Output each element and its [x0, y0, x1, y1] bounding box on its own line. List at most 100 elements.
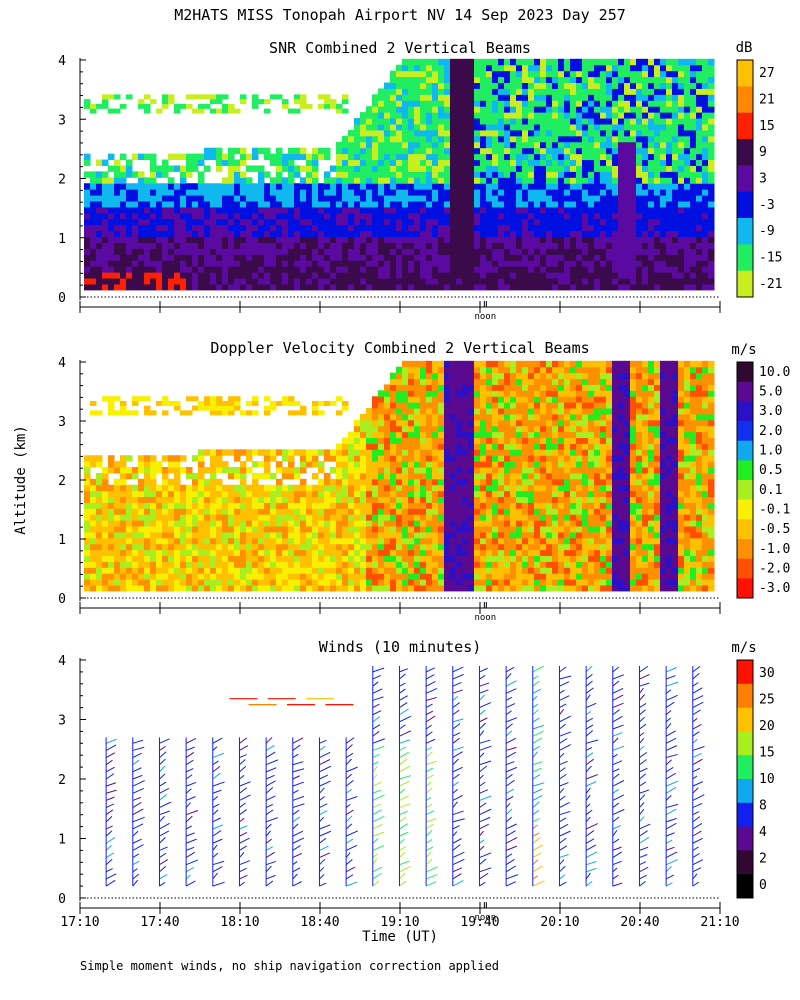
winds-panel-title: Winds (10 minutes) [319, 638, 482, 656]
colorbar-swatch [737, 60, 753, 87]
colorbar-swatch [737, 139, 753, 166]
colorbar-swatch [737, 165, 753, 193]
colorbar-swatch [737, 112, 753, 140]
colorbar-label: 3 [759, 172, 767, 187]
x-axis-label: Time (UT) [362, 929, 438, 945]
colorbar-label: -2.0 [759, 562, 790, 577]
colorbar-swatch [737, 381, 753, 402]
snr-plot-area [84, 58, 715, 291]
x-tick-label: 21:10 [700, 915, 739, 930]
colorbar-swatch [737, 874, 753, 899]
colorbar-swatch [737, 362, 753, 383]
y-tick-label: 0 [58, 592, 66, 607]
colorbar-frame [736, 659, 754, 899]
noon-label: noon [474, 312, 496, 322]
colorbar-swatch [737, 519, 753, 540]
colorbar-label: -0.1 [759, 503, 790, 518]
snr-panel-title: SNR Combined 2 Vertical Beams [269, 39, 531, 57]
colorbar-label: 27 [759, 66, 775, 81]
colorbar-label: 0.5 [759, 463, 782, 478]
colorbar-swatch [737, 460, 753, 481]
colorbar-swatch [737, 191, 753, 219]
colorbar-swatch [737, 660, 753, 685]
colorbar-label: 5.0 [759, 385, 782, 400]
y-tick-label: 3 [58, 415, 66, 430]
x-tick-label: 18:40 [300, 915, 339, 930]
y-tick-label: 2 [58, 773, 66, 788]
colorbar-swatch [737, 539, 753, 560]
colorbar-swatch [737, 86, 753, 114]
colorbar-label: -3 [759, 198, 775, 213]
colorbar-swatch [737, 558, 753, 579]
y-tick-label: 1 [58, 833, 66, 848]
noon-label: noon [474, 613, 496, 623]
colorbar-label: 3.0 [759, 404, 782, 419]
colorbar-swatch [737, 270, 753, 298]
x-tick-label: 17:40 [140, 915, 179, 930]
snr-y-axis: 0 1 2 3 4 [58, 54, 86, 306]
colorbar-swatch [737, 440, 753, 461]
snr-x-axis: noon [79, 296, 721, 322]
x-tick-label: 20:10 [540, 915, 579, 930]
y-tick-label: 4 [58, 654, 66, 669]
colorbar-swatch [737, 731, 753, 756]
y-tick-label: 1 [58, 232, 66, 247]
colorbar-swatch [737, 683, 753, 709]
colorbar-label: 15 [759, 119, 775, 134]
y-tick-label: 3 [58, 113, 66, 128]
colorbar-label: 8 [759, 798, 767, 813]
winds-panel: Winds (10 minutes) 0 1 2 3 4 noon 17:10 17:40 1… [58, 638, 774, 930]
x-tick-label: 17:10 [60, 915, 99, 930]
doppler-colorbar: 10.0 5.0 3.0 2.0 1.0 0.5 0.1 -0.1 -0.5 -1.0 -2.0 -3… [736, 361, 790, 599]
y-tick-label: 4 [58, 356, 66, 371]
snr-panel: SNR Combined 2 Vertical Beams 0 1 2 3 4 noon… [58, 39, 782, 322]
y-tick-label: 2 [58, 474, 66, 489]
noon-label: noon [474, 913, 496, 923]
winds-plot-area [105, 665, 705, 887]
colorbar-swatch [737, 499, 753, 520]
winds-unit-label: m/s [731, 640, 756, 656]
doppler-y-axis: 0 1 2 3 4 [58, 356, 86, 607]
x-tick-label: 20:40 [620, 915, 659, 930]
colorbar-frame [736, 59, 754, 298]
doppler-panel-title: Doppler Velocity Combined 2 Vertical Bea… [210, 339, 589, 357]
colorbar-swatch [737, 480, 753, 501]
y-tick-label: 3 [58, 714, 66, 729]
doppler-x-axis: noon [79, 597, 721, 623]
winds-x-axis: noon 17:10 17:40 18:10 18:40 19:10 19:40 20:10 2… [60, 897, 740, 930]
y-axis-label: Altitude (km) [13, 425, 29, 535]
x-tick-label: 19:10 [380, 915, 419, 930]
colorbar-label: 4 [759, 825, 767, 840]
colorbar-swatch [737, 244, 753, 272]
footnote: Simple moment winds, no ship navigation … [80, 959, 499, 973]
figure-title: M2HATS MISS Tonopah Airport NV 14 Sep 20… [174, 6, 626, 24]
colorbar-swatch [737, 850, 753, 875]
x-tick-label: 18:10 [220, 915, 259, 930]
colorbar-label: 15 [759, 746, 775, 761]
colorbar-label: 2.0 [759, 424, 782, 439]
colorbar-swatch [737, 779, 753, 804]
colorbar-swatch [737, 218, 753, 245]
winds-y-axis: 0 1 2 3 4 [58, 654, 86, 907]
colorbar-swatch [737, 421, 753, 442]
colorbar-label: 0 [759, 878, 767, 893]
y-tick-label: 0 [58, 892, 66, 907]
y-tick-label: 0 [58, 291, 66, 306]
y-tick-label: 1 [58, 533, 66, 548]
colorbar-label: -15 [759, 251, 782, 266]
doppler-panel: Doppler Velocity Combined 2 Vertical Bea… [58, 339, 790, 623]
colorbar-swatch [737, 401, 753, 422]
colorbar-label: -3.0 [759, 581, 790, 596]
colorbar-label: 30 [759, 666, 775, 681]
y-tick-label: 2 [58, 173, 66, 188]
colorbar-swatch [737, 578, 753, 599]
doppler-plot-area [84, 360, 715, 592]
snr-colorbar: 27 21 15 9 3 -3 -9 -15 -21 [736, 59, 782, 298]
colorbar-swatch [737, 802, 753, 828]
colorbar-label: -0.5 [759, 522, 790, 537]
colorbar-label: 25 [759, 693, 775, 708]
colorbar-label: 20 [759, 719, 775, 734]
colorbar-label: 0.1 [759, 483, 782, 498]
